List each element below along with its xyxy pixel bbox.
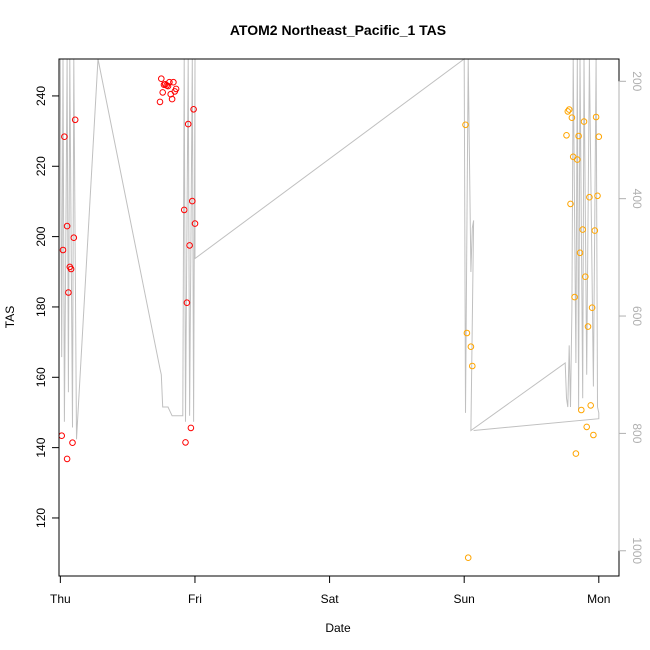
data-point (70, 234, 78, 241)
data-point (469, 362, 476, 370)
y-axis-label: TAS (3, 306, 17, 328)
data-point (158, 75, 165, 82)
y-axis: 120 140 160 180 200 220 240 (34, 86, 60, 528)
secondary-y-tick-label: 600 (630, 306, 644, 326)
data-point (592, 113, 600, 121)
data-point (568, 114, 576, 121)
y-tick-label: 160 (34, 367, 48, 387)
data-point (71, 116, 79, 124)
points-layer (58, 75, 603, 562)
data-point (567, 200, 574, 208)
secondary-line-layer (59, 58, 600, 440)
data-point (159, 89, 166, 96)
secondary-y-tick-label: 800 (630, 423, 644, 443)
data-point (587, 402, 595, 409)
data-point (180, 206, 188, 214)
data-point (58, 432, 66, 440)
data-point (69, 439, 76, 447)
data-point (156, 98, 164, 106)
y-tick-label: 220 (34, 156, 48, 176)
data-point (164, 82, 172, 90)
data-point (67, 265, 75, 273)
data-point (61, 133, 68, 140)
secondary-y-tick-label: 1000 (630, 537, 644, 564)
x-axis: Thu Fri Sat Sun Mon (50, 575, 610, 606)
data-point (588, 304, 596, 312)
data-point (170, 78, 177, 86)
data-point (467, 343, 475, 351)
data-point (463, 329, 471, 337)
data-point (580, 118, 588, 125)
data-point (464, 554, 472, 562)
data-point (172, 85, 180, 93)
y-tick-label: 200 (34, 226, 48, 246)
data-point (63, 455, 71, 463)
x-tick-label: Sun (454, 592, 475, 606)
x-tick-label: Fri (188, 592, 202, 606)
y-tick-label: 180 (34, 297, 48, 317)
data-point (59, 246, 67, 254)
data-point (65, 289, 72, 296)
data-point (186, 242, 193, 249)
data-point (583, 423, 591, 431)
x-axis-label: Date (325, 621, 351, 635)
y-tick-label: 120 (34, 508, 48, 528)
data-point (594, 192, 601, 200)
y-tick-label: 140 (34, 437, 48, 457)
secondary-series-line (59, 58, 600, 440)
data-point (189, 197, 196, 205)
data-point (590, 431, 597, 439)
secondary-y-tick-label: 200 (630, 71, 644, 91)
data-point (184, 120, 192, 128)
data-point (187, 424, 195, 432)
data-point (576, 249, 584, 257)
data-point (190, 106, 197, 113)
data-point (63, 222, 71, 230)
data-point (563, 132, 570, 139)
data-point (574, 156, 581, 163)
data-point (582, 273, 589, 281)
data-point (586, 193, 593, 201)
data-point (565, 106, 573, 113)
secondary-y-axis: 200 400 600 800 1000 (618, 71, 644, 564)
plot-frame (58, 58, 620, 577)
chart-title: ATOM2 Northeast_Pacific_1 TAS (230, 22, 446, 38)
data-point (564, 108, 572, 115)
data-point (571, 293, 578, 301)
data-point (168, 95, 176, 103)
data-point (572, 450, 580, 457)
x-tick-label: Sat (321, 592, 340, 606)
data-point (182, 439, 189, 446)
data-point (575, 132, 582, 140)
secondary-y-tick-label: 400 (630, 189, 644, 209)
data-point (166, 78, 173, 86)
data-point (584, 323, 592, 330)
data-point (579, 226, 587, 233)
data-point (595, 133, 603, 140)
data-point (183, 299, 191, 307)
y-tick-label: 240 (34, 86, 48, 106)
data-point (578, 406, 585, 414)
data-point (462, 121, 469, 129)
x-tick-label: Thu (50, 592, 71, 606)
data-point (591, 227, 599, 234)
data-point (191, 220, 199, 227)
x-tick-label: Mon (587, 592, 610, 606)
